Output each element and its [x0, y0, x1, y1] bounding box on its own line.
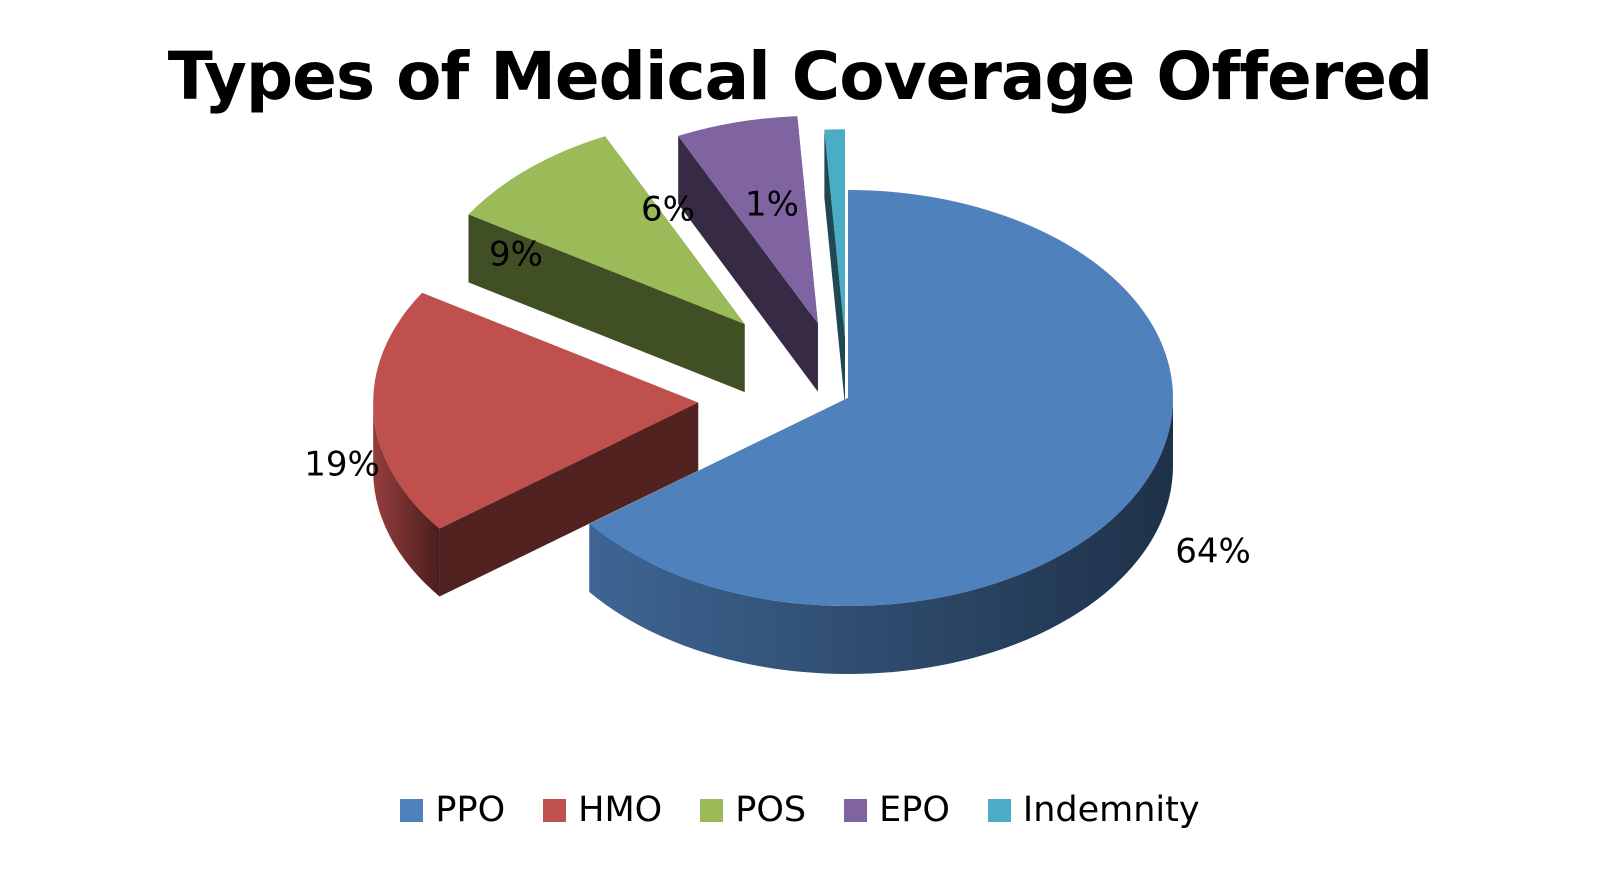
- legend-swatch: [543, 798, 567, 822]
- legend-label: HMO: [578, 790, 663, 830]
- legend-item-indemnity: Indemnity: [987, 790, 1200, 830]
- legend-label: EPO: [879, 790, 950, 830]
- legend-item-hmo: HMO: [543, 790, 662, 830]
- pie-slice-epo: [678, 116, 818, 392]
- data-label-ppo: 64%: [1175, 532, 1251, 572]
- data-label-pos: 9%: [489, 235, 543, 275]
- chart-title: Types of Medical Coverage Offered: [167, 38, 1434, 115]
- pie-slice-ppo: [589, 190, 1173, 674]
- pie-slice-hmo: [373, 292, 699, 597]
- data-label-epo: 6%: [641, 190, 695, 230]
- legend-label: PPO: [435, 790, 506, 830]
- legend-swatch: [700, 798, 724, 822]
- legend-item-ppo: PPO: [400, 790, 505, 830]
- legend-label: POS: [735, 790, 807, 830]
- legend-swatch: [844, 798, 868, 822]
- pie-slice-pos: [468, 136, 745, 393]
- data-label-hmo: 19%: [304, 445, 380, 485]
- legend-swatch: [400, 798, 424, 822]
- legend-swatch: [987, 798, 1011, 822]
- legend-label: Indemnity: [1022, 790, 1200, 830]
- data-label-indemnity: 1%: [745, 185, 799, 225]
- legend: PPO HMO POS EPO Indemnity: [0, 790, 1600, 830]
- pie-slice-indemnity: [824, 129, 845, 406]
- legend-item-pos: POS: [700, 790, 806, 830]
- legend-item-epo: EPO: [844, 790, 950, 830]
